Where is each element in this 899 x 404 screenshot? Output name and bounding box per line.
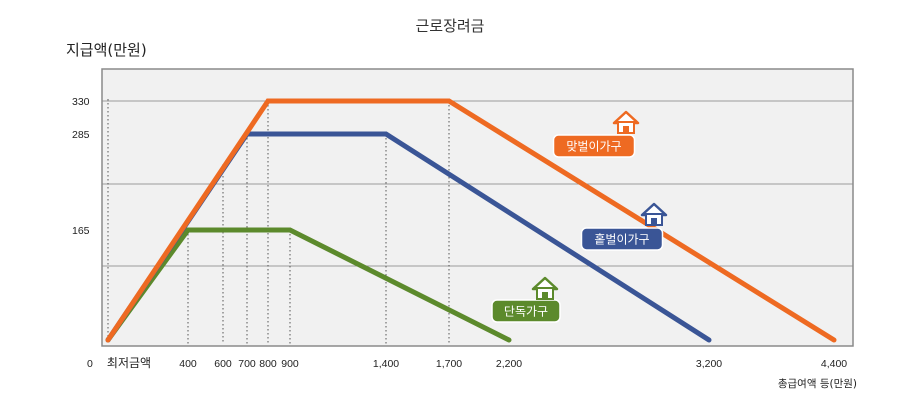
x-tick-label: 1,700 xyxy=(436,358,462,370)
x-tick-label: 2,200 xyxy=(496,358,522,370)
series-line xyxy=(105,98,837,343)
x-tick-label: 700 xyxy=(238,358,256,370)
plot-frame xyxy=(101,68,854,347)
y-tick-label: 285 xyxy=(72,129,90,141)
x-tick-label: 400 xyxy=(179,358,197,370)
x-min-label: 최저금액 xyxy=(107,356,151,370)
series-label-badge: 홑벌이가구 xyxy=(580,202,668,251)
x-tick-label: 900 xyxy=(281,358,299,370)
x-tick-label: 800 xyxy=(259,358,277,370)
house-icon xyxy=(612,110,640,134)
chart-title: 근로장려금 xyxy=(415,17,484,35)
x-origin-label: 0 xyxy=(87,358,93,370)
series-label-text: 맞벌이가구 xyxy=(566,140,621,154)
house-door xyxy=(623,126,629,133)
series-label-background xyxy=(491,299,561,323)
house-icon xyxy=(531,276,559,300)
series-label-badge: 맞벌이가구 xyxy=(552,110,640,158)
series-label-background xyxy=(552,134,636,158)
x-tick-label: 600 xyxy=(214,358,232,370)
x-tick-label: 3,200 xyxy=(696,358,722,370)
series-label-background xyxy=(580,227,664,251)
y-tick-label: 330 xyxy=(72,96,90,108)
house-door xyxy=(651,218,657,225)
x-axis-label: 총급여액 등(만원) xyxy=(778,378,857,390)
y-axis-label: 지급액(만원) xyxy=(66,41,147,59)
house-door xyxy=(542,292,548,299)
plot-background xyxy=(102,69,853,346)
x-tick-label: 4,400 xyxy=(821,358,847,370)
series-label-badge: 단독가구 xyxy=(491,276,561,323)
house-icon xyxy=(640,202,668,226)
series-label-text: 단독가구 xyxy=(504,305,548,319)
series-label-text: 홑벌이가구 xyxy=(594,233,649,247)
x-tick-label: 1,400 xyxy=(373,358,399,370)
y-tick-label: 165 xyxy=(72,225,90,237)
